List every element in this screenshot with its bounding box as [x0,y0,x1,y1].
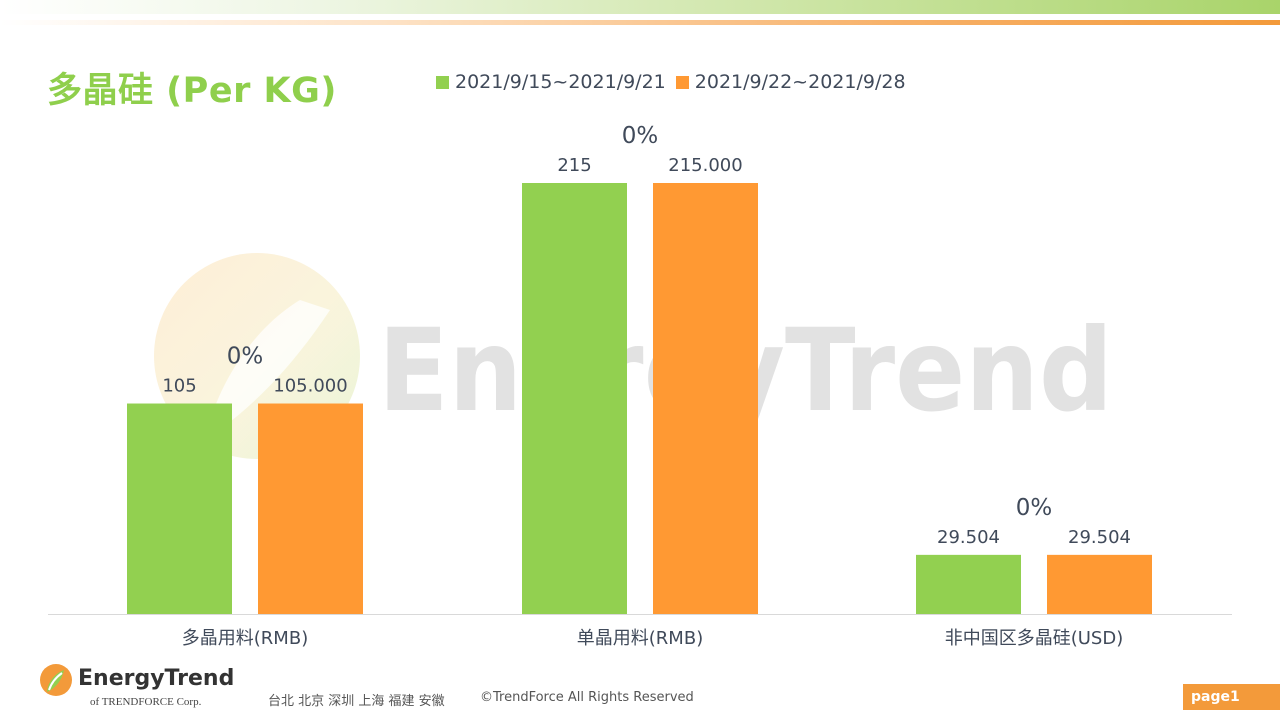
data-label-series-2-cat-1: 105.000 [273,376,347,397]
data-label-series-2-cat-3: 29.504 [1068,527,1131,548]
legend-label-series-2: 2021/9/22~2021/9/28 [694,71,906,93]
change-label-cat-1: 0% [227,344,264,370]
bar-series-2-cat-3 [1047,554,1152,614]
legend-item-series-2: 2021/9/22~2021/9/28 [675,71,906,93]
chart-legend: 2021/9/15~2021/9/21 2021/9/22~2021/9/28 [436,71,906,93]
watermark-logo-leaf [205,300,330,440]
footer-logo-subtext: of TRENDFORCE Corp. [90,696,202,708]
page-title: 多晶硅 (Per KG) [47,71,337,111]
data-label-series-1-cat-1: 105 [162,376,196,397]
bar-series-1-cat-3 [916,554,1021,614]
bar-series-2-cat-2 [653,183,758,614]
footer-copyright: ©TrendForce All Rights Reserved [480,690,694,705]
x-tick-label-cat-3: 非中国区多晶硅(USD) [945,628,1124,649]
bar-series-1-cat-1 [127,403,232,614]
data-label-series-1-cat-2: 215 [557,155,591,176]
change-label-cat-2: 0% [622,123,659,149]
change-label-cat-3: 0% [1016,495,1053,521]
legend-swatch-series-2 [675,75,689,89]
footer-cities: 台北 北京 深圳 上海 福建 安徽 [268,694,445,709]
x-tick-label-cat-1: 多晶用料(RMB) [182,628,308,649]
data-label-series-2-cat-2: 215.000 [668,155,742,176]
energytrend-logo-icon [40,664,72,696]
legend-label-series-1: 2021/9/15~2021/9/21 [455,71,666,93]
legend-swatch-series-1 [436,75,449,89]
bar-series-1-cat-2 [522,183,627,614]
top-accent-line [0,20,1280,25]
page-number-badge: page1 [1183,684,1280,710]
footer-logo: EnergyTrend of TRENDFORCE Corp. [36,660,234,712]
top-gradient-bar [0,0,1280,14]
legend-item-series-1: 2021/9/15~2021/9/21 [436,71,666,93]
footer-logo-text: EnergyTrend [78,666,235,691]
bar-series-2-cat-1 [258,403,363,614]
data-label-series-1-cat-3: 29.504 [937,527,1000,548]
x-tick-label-cat-2: 单晶用料(RMB) [577,628,703,649]
